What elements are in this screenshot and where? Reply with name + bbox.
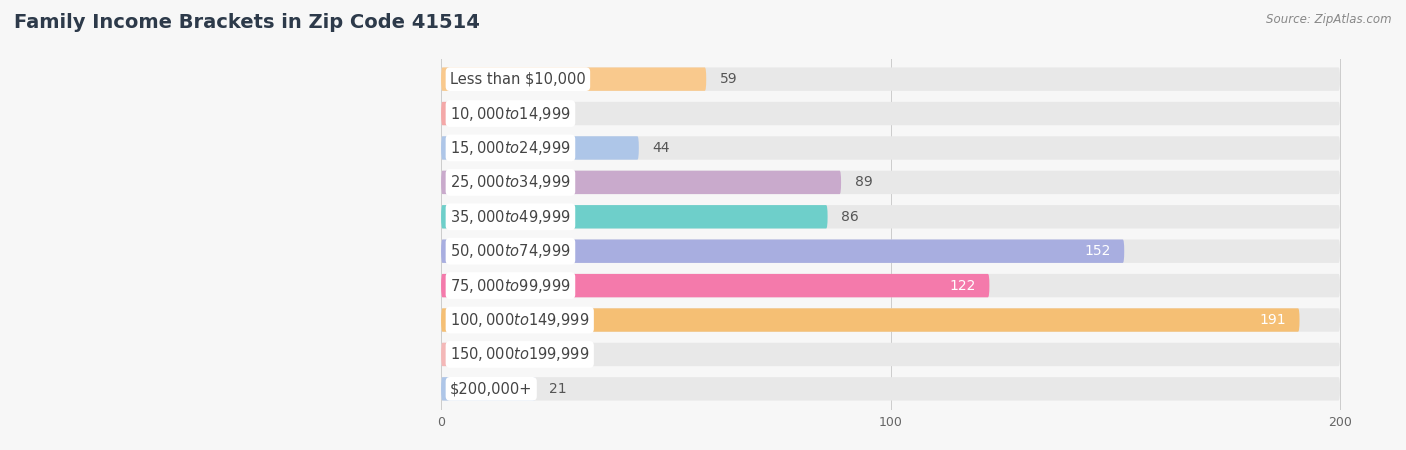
Text: 152: 152 — [1084, 244, 1111, 258]
Text: 7: 7 — [486, 107, 495, 121]
FancyBboxPatch shape — [441, 68, 1340, 91]
Text: $200,000+: $200,000+ — [450, 381, 533, 396]
FancyBboxPatch shape — [441, 343, 499, 366]
FancyBboxPatch shape — [441, 274, 1340, 297]
FancyBboxPatch shape — [441, 308, 1299, 332]
Text: Source: ZipAtlas.com: Source: ZipAtlas.com — [1267, 14, 1392, 27]
FancyBboxPatch shape — [441, 102, 1340, 125]
Text: 86: 86 — [841, 210, 859, 224]
FancyBboxPatch shape — [441, 68, 706, 91]
Text: 59: 59 — [720, 72, 737, 86]
FancyBboxPatch shape — [441, 136, 638, 160]
Text: 44: 44 — [652, 141, 669, 155]
Text: $15,000 to $24,999: $15,000 to $24,999 — [450, 139, 571, 157]
FancyBboxPatch shape — [441, 102, 472, 125]
FancyBboxPatch shape — [441, 377, 1340, 400]
Text: $50,000 to $74,999: $50,000 to $74,999 — [450, 242, 571, 260]
Text: 122: 122 — [949, 279, 976, 292]
Text: 89: 89 — [855, 176, 872, 189]
FancyBboxPatch shape — [441, 136, 1340, 160]
Text: $10,000 to $14,999: $10,000 to $14,999 — [450, 104, 571, 122]
FancyBboxPatch shape — [441, 274, 990, 297]
Text: Family Income Brackets in Zip Code 41514: Family Income Brackets in Zip Code 41514 — [14, 14, 479, 32]
FancyBboxPatch shape — [441, 239, 1125, 263]
Text: $100,000 to $149,999: $100,000 to $149,999 — [450, 311, 589, 329]
FancyBboxPatch shape — [441, 205, 828, 229]
FancyBboxPatch shape — [441, 377, 536, 400]
Text: 21: 21 — [548, 382, 567, 396]
FancyBboxPatch shape — [441, 343, 1340, 366]
Text: 191: 191 — [1260, 313, 1286, 327]
FancyBboxPatch shape — [441, 171, 1340, 194]
FancyBboxPatch shape — [441, 308, 1340, 332]
Text: $75,000 to $99,999: $75,000 to $99,999 — [450, 277, 571, 295]
Text: Less than $10,000: Less than $10,000 — [450, 72, 586, 87]
FancyBboxPatch shape — [441, 239, 1340, 263]
FancyBboxPatch shape — [441, 205, 1340, 229]
FancyBboxPatch shape — [441, 171, 841, 194]
Text: 13: 13 — [513, 347, 530, 361]
Text: $35,000 to $49,999: $35,000 to $49,999 — [450, 208, 571, 226]
Text: $25,000 to $34,999: $25,000 to $34,999 — [450, 173, 571, 191]
Text: $150,000 to $199,999: $150,000 to $199,999 — [450, 346, 589, 364]
